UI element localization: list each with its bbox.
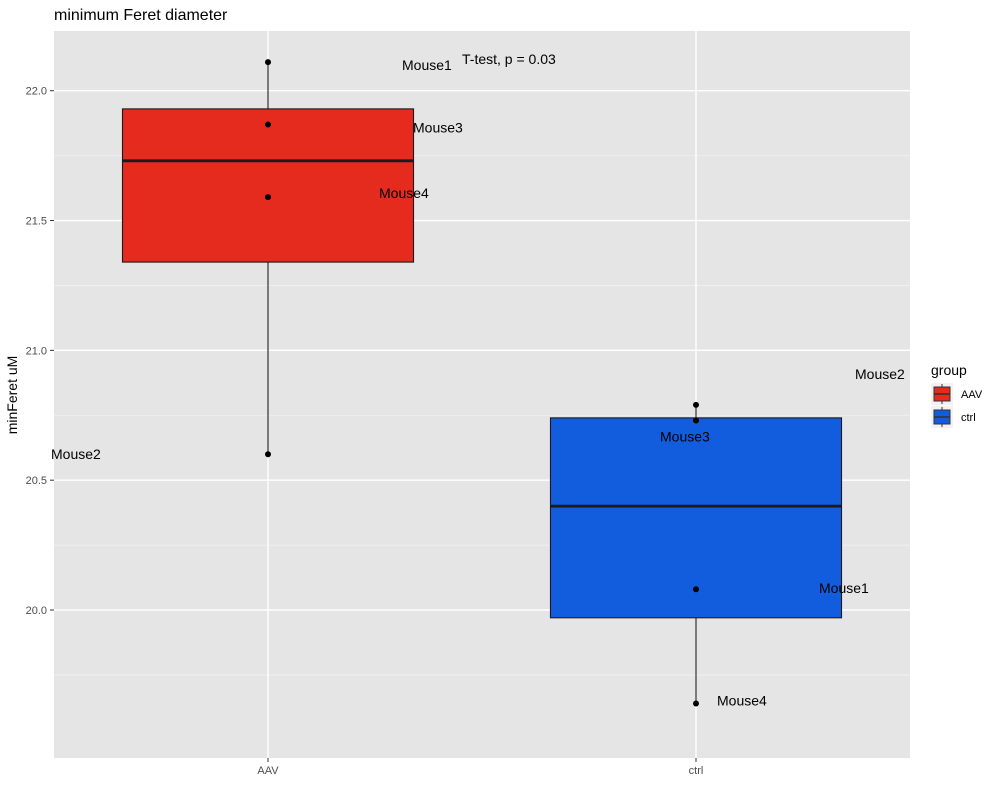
data-point xyxy=(265,194,271,201)
x-tick-label: AAV xyxy=(257,765,279,777)
point-label: Mouse4 xyxy=(379,185,429,201)
y-tick-label: 22.0 xyxy=(26,86,47,98)
legend-label: AAV xyxy=(961,389,983,401)
data-point xyxy=(693,401,699,408)
y-axis-title: minFeret uM xyxy=(4,356,20,435)
point-label: Mouse2 xyxy=(855,366,905,382)
y-tick-label: 20.0 xyxy=(26,605,47,617)
legend-title: group xyxy=(931,362,967,378)
box-body xyxy=(121,108,415,263)
data-point xyxy=(693,586,699,593)
y-tick-label: 21.0 xyxy=(26,345,47,357)
point-label: Mouse1 xyxy=(819,580,869,596)
y-axis: 20.0 20.5 21.0 21.5 22.0 xyxy=(26,86,54,617)
data-point xyxy=(693,417,699,424)
data-point xyxy=(693,700,699,707)
y-tick-label: 20.5 xyxy=(26,475,47,487)
data-point xyxy=(265,121,271,128)
point-label: Mouse3 xyxy=(413,119,463,135)
box-aav xyxy=(121,62,415,455)
y-tick-label: 21.5 xyxy=(26,216,47,228)
point-label: Mouse2 xyxy=(51,446,101,462)
grid-minor xyxy=(54,155,910,676)
data-point xyxy=(265,59,271,66)
legend-entry-aav: AAV xyxy=(931,383,983,405)
data-points xyxy=(265,59,699,707)
legend-entry-ctrl: ctrl xyxy=(931,406,976,428)
point-labels: Mouse1 Mouse3 Mouse4 Mouse2 Mouse2 Mouse3 Mous… xyxy=(51,57,905,708)
point-label: Mouse4 xyxy=(717,692,767,708)
boxes xyxy=(121,62,843,704)
point-label: Mouse3 xyxy=(660,428,710,444)
box-ctrl xyxy=(549,404,843,704)
legend-label: ctrl xyxy=(961,412,976,424)
x-axis: AAV ctrl xyxy=(257,758,703,777)
data-point xyxy=(265,451,271,458)
legend: group AAV ctrl xyxy=(931,362,983,428)
x-tick-label: ctrl xyxy=(689,765,704,777)
t-test-annotation: T-test, p = 0.03 xyxy=(462,51,556,67)
chart-title: minimum Feret diameter xyxy=(54,7,228,24)
box-body xyxy=(549,417,843,619)
point-label: Mouse1 xyxy=(402,57,452,73)
